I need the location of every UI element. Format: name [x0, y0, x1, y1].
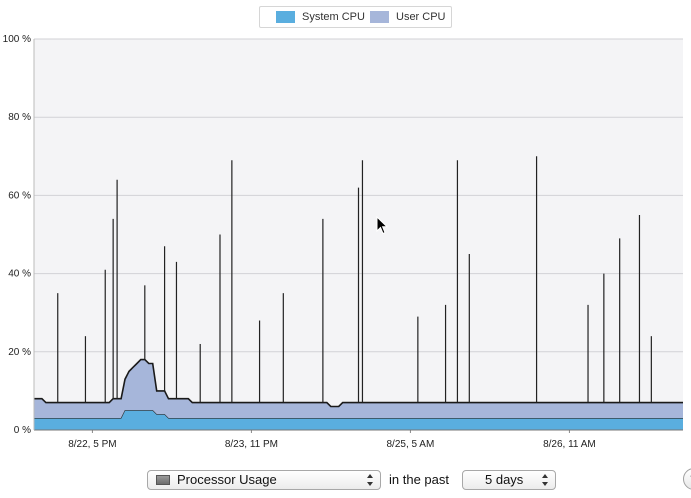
y-tick-label: 80 % — [8, 112, 31, 123]
processor-icon — [156, 475, 170, 485]
chart-legend: System CPU User CPU — [259, 6, 452, 28]
system-cpu-line — [34, 410, 683, 419]
legend-swatch-user-cpu — [370, 11, 389, 23]
user-cpu-area — [34, 359, 683, 430]
bottom-controls: Processor Usage in the past 5 days ? — [0, 462, 691, 498]
x-tick-label: 8/22, 5 PM — [68, 439, 116, 450]
chart-axes: 0 % 20 % 40 % 60 % 80 % 100 % 8/22, 5 PM 8/23, … — [3, 34, 683, 450]
popup-arrows-icon — [367, 474, 374, 486]
mouse-pointer-icon — [376, 216, 389, 235]
range-popup-value: 5 days — [485, 472, 524, 487]
help-button[interactable]: ? — [683, 468, 691, 490]
y-tick-label: 60 % — [8, 190, 31, 201]
legend-swatch-system-cpu — [276, 11, 295, 23]
x-tick-label: 8/25, 5 AM — [387, 439, 435, 450]
metric-popup-value: Processor Usage — [177, 472, 277, 487]
legend-label-user-cpu: User CPU — [396, 11, 446, 23]
range-popup[interactable]: 5 days — [462, 470, 556, 490]
y-tick-label: 100 % — [3, 34, 31, 45]
popup-arrows-icon — [542, 474, 549, 486]
chart-spikes — [57, 156, 652, 403]
legend-label-system-cpu: System CPU — [302, 11, 365, 23]
x-tick-label: 8/26, 11 AM — [543, 439, 596, 450]
y-tick-label: 20 % — [8, 347, 31, 358]
y-tick-label: 0 % — [14, 425, 31, 436]
system-cpu-area — [34, 410, 683, 430]
x-tick-label: 8/23, 11 PM — [225, 439, 278, 450]
cpu-usage-chart: 0 % 20 % 40 % 60 % 80 % 100 % 8/22, 5 PM 8/23, … — [3, 34, 683, 450]
metric-popup[interactable]: Processor Usage — [147, 470, 381, 490]
in-the-past-label: in the past — [389, 472, 449, 487]
y-tick-label: 40 % — [8, 269, 31, 280]
